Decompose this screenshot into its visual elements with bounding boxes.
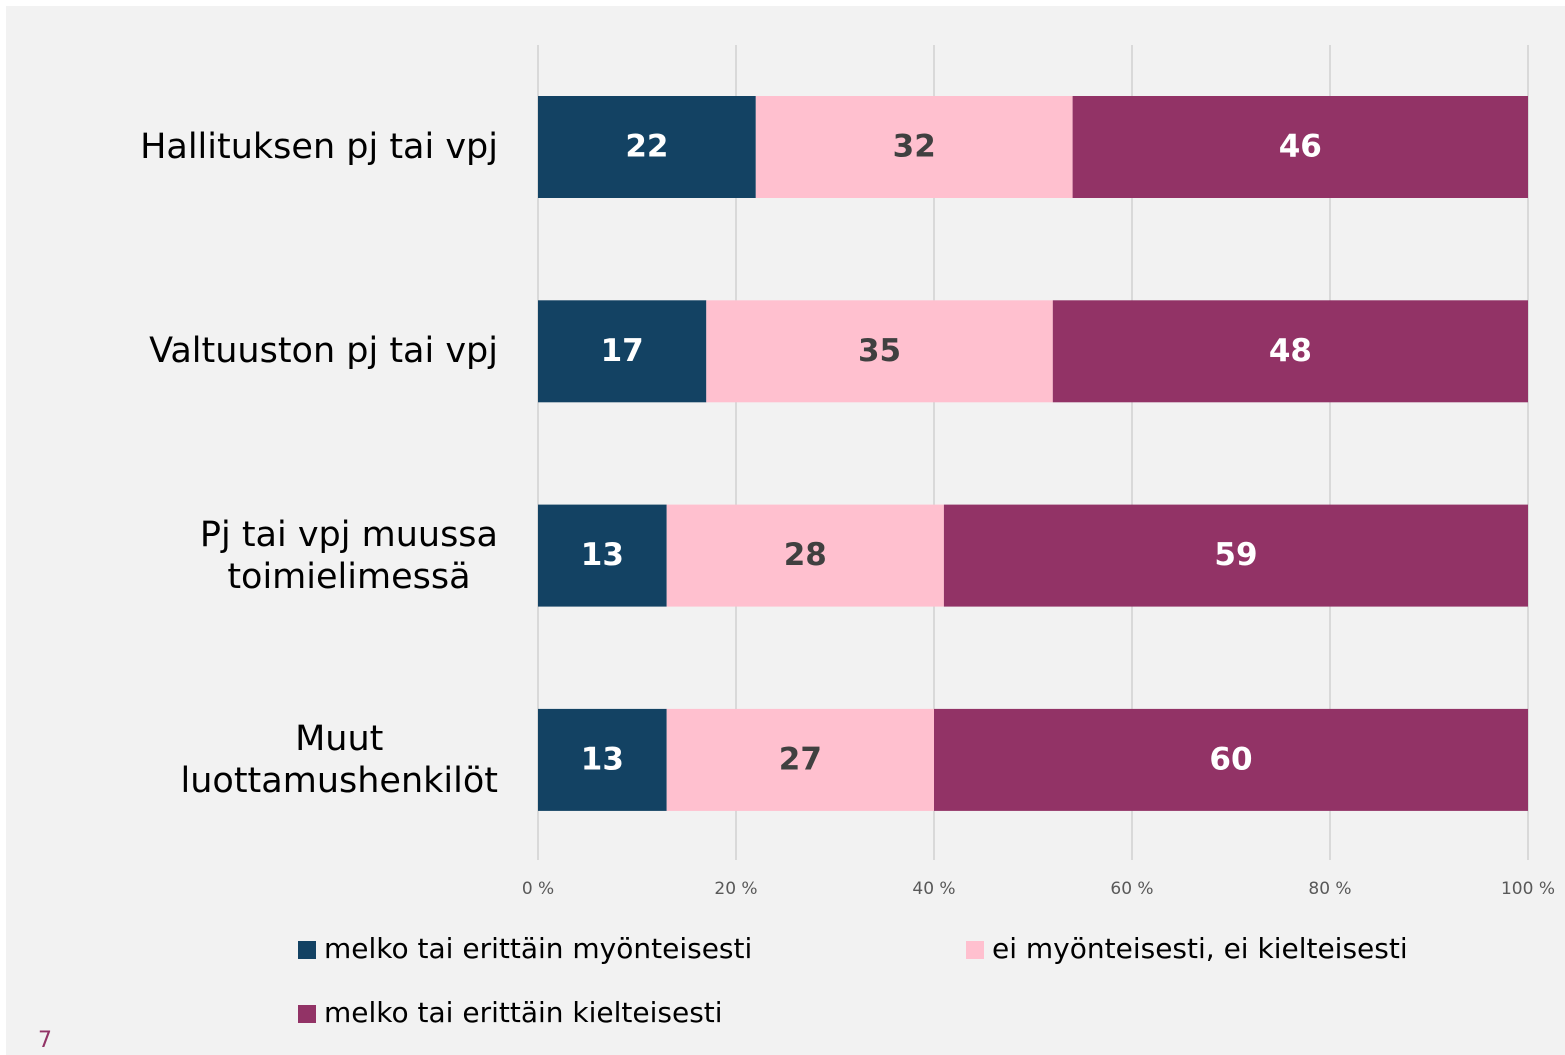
x-tick-label: 20 % [714,879,757,899]
category-label: Hallituksen pj tai vpj [140,127,498,167]
category-label: Muut luottamushenkilöt [180,718,498,801]
data-label: 35 [858,333,901,369]
legend-label: ei myönteisesti, ei kielteisesti [992,932,1408,965]
bar-segment [706,300,1053,403]
data-label: 46 [1279,129,1322,165]
data-label: 13 [581,741,624,777]
bar-segment [1052,300,1528,403]
category-label: Valtuuston pj tai vpj [149,331,498,372]
category-label-box: Hallituksen pj tai vpj [140,92,498,202]
bar-segment [934,708,1528,811]
category-label: Pj tai vpj muussa toimielimessä [199,514,498,597]
bar-segment [666,504,944,607]
data-label: 27 [779,741,822,777]
x-tick-label: 40 % [912,879,955,899]
legend-swatch [966,941,984,959]
data-label: 28 [784,537,827,573]
bar-segment [538,96,756,198]
bar-segment [943,504,1528,607]
bar-segment [666,708,934,811]
x-tick-label: 100 % [1501,879,1555,899]
legend-label: melko tai erittäin myönteisesti [324,932,752,965]
category-label-box: Pj tai vpj muussa toimielimessä [200,501,498,611]
data-label: 59 [1214,537,1257,573]
data-label: 13 [581,537,624,573]
data-label: 48 [1269,333,1312,369]
legend-swatch [298,1005,316,1023]
page-number: 7 [38,1028,52,1053]
bar-segment [1072,96,1528,198]
category-label-box: Valtuuston pj tai vpj [149,296,498,406]
data-label: 22 [625,129,668,165]
x-tick-label: 0 % [522,879,554,899]
data-label: 60 [1209,741,1252,777]
bar-segment [538,504,667,607]
data-label: 17 [601,333,644,369]
bar-segment [755,96,1073,198]
bar-segment [538,708,667,811]
legend-swatch [298,941,316,959]
category-label-box: Muut luottamushenkilöt [181,705,498,815]
data-label: 32 [893,129,936,165]
x-tick-label: 80 % [1308,879,1351,899]
bar-segment [538,300,707,403]
x-tick-label: 60 % [1110,879,1153,899]
legend-label: melko tai erittäin kielteisesti [324,996,723,1029]
